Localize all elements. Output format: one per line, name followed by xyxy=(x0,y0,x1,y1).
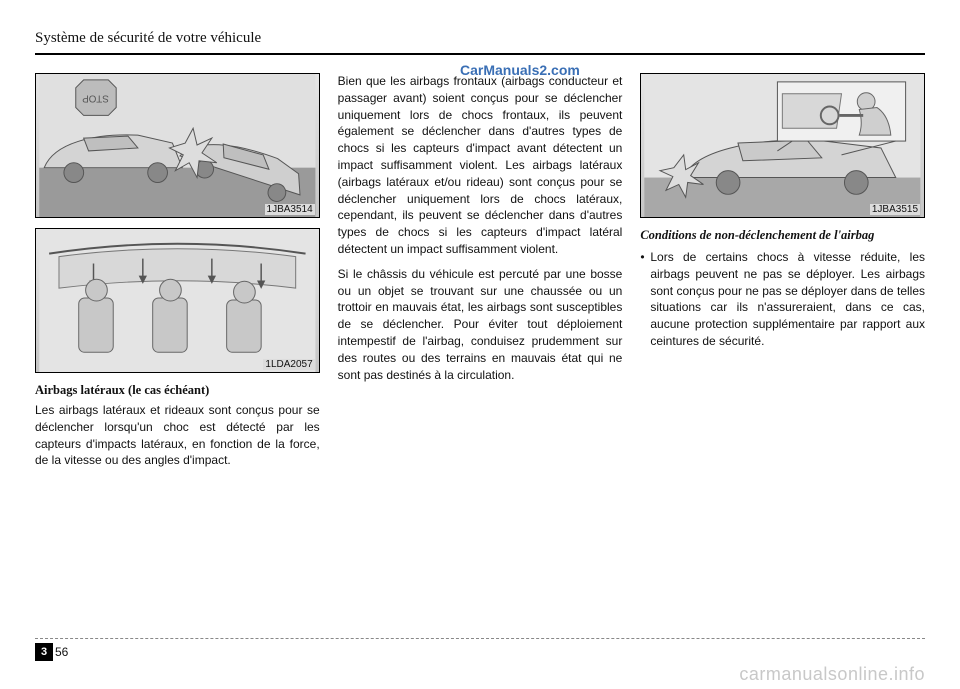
bullet-dot: • xyxy=(640,249,650,350)
page-footer: 3 56 xyxy=(35,638,925,661)
figure-curtain-airbag: 1LDA2057 xyxy=(35,228,320,373)
footer-chapter: 3 xyxy=(35,643,53,661)
subheading-non-deploy: Conditions de non-déclenchement de l'air… xyxy=(640,228,925,243)
column-2: Bien que les airbags frontaux (airbags c… xyxy=(338,73,623,477)
figure-label: 1LDA2057 xyxy=(263,359,314,370)
bullet-text: Lors de certains chocs à vitesse réduite… xyxy=(650,249,925,350)
watermark-top: CarManuals2.com xyxy=(460,62,580,78)
subheading-side-airbags: Airbags latéraux (le cas échéant) xyxy=(35,383,320,398)
footer-page: 56 xyxy=(55,645,68,659)
svg-text:STOP: STOP xyxy=(82,93,109,104)
watermark-bottom: carmanualsonline.info xyxy=(739,664,925,685)
figure-side-collision: STOP xyxy=(35,73,320,218)
figure-label: 1JBA3514 xyxy=(265,204,315,215)
column-1: STOP xyxy=(35,73,320,477)
content-columns: STOP xyxy=(35,73,925,477)
column-3: 1JBA3515 Conditions de non-déclenchement… xyxy=(640,73,925,477)
page-title: Système de sécurité de votre véhicule xyxy=(35,30,925,55)
body-text: Les airbags latéraux et rideaux sont con… xyxy=(35,402,320,469)
figure-label: 1JBA3515 xyxy=(870,204,920,215)
manual-page: Système de sécurité de votre véhicule Ca… xyxy=(0,0,960,689)
figure-rear-impact: 1JBA3515 xyxy=(640,73,925,218)
bullet-item: • Lors de certains chocs à vitesse rédui… xyxy=(640,249,925,350)
body-text: Bien que les airbags frontaux (airbags c… xyxy=(338,73,623,383)
